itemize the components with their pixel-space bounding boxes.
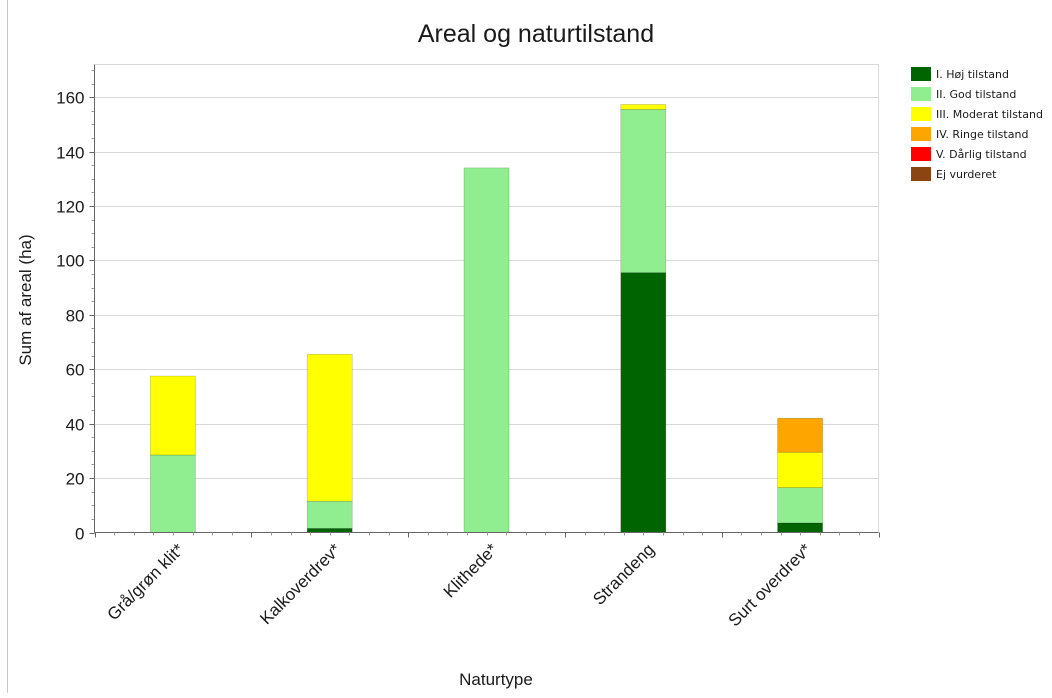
legend-swatch [911,87,931,101]
bar-segment [306,528,353,533]
bar-segment [150,375,196,456]
bar-segment [620,104,667,110]
x-tick-label: Surt overdrev* [725,540,816,631]
y-axis-label: Sum af areal (ha) [16,234,35,365]
bar-segment [150,454,196,533]
bar-segment [306,500,353,529]
x-tick-label: Grå/grøn klit* [103,540,188,625]
y-tick-label: 100 [56,252,84,271]
bar-segment [620,272,667,533]
bar-segment [620,109,667,273]
x-tick-labels: Grå/grøn klit* Kalkoverdrev* Klithede* Stra… [103,540,815,631]
legend-label: Ej vurderet [936,168,997,181]
y-tick-label: 60 [66,361,85,380]
bar-segment [306,353,353,502]
y-tick-label: 40 [66,416,85,435]
y-tick-label: 140 [56,144,84,163]
legend-swatch [911,107,931,121]
y-tick-label: 120 [56,198,84,217]
legend-swatch [911,67,931,81]
y-tick-label: 80 [66,307,85,326]
legend-label: IV. Ringe tilstand [936,128,1028,141]
bar-segment [463,167,510,533]
y-tick-labels: 0 20 40 60 80 100 120 140 160 [56,89,84,544]
y-tick-label: 20 [66,470,85,489]
bar-segment [777,487,823,524]
chart-title: Areal og naturtilstand [418,20,654,48]
legend-label: III. Moderat tilstand [936,108,1043,121]
legend-label: V. Dårlig tilstand [936,148,1027,161]
x-tick-label: Kalkoverdrev* [256,540,345,629]
legend: I. Høj tilstand II. God tilstand III. Mode… [911,67,1043,181]
legend-swatch [911,167,931,181]
x-axis-label: Naturtype [459,670,533,689]
axes-layer [89,64,880,538]
x-tick-label: Klithede* [440,540,502,602]
y-tick-label: 0 [75,525,84,544]
legend-label: I. Høj tilstand [936,68,1009,81]
bars-layer [150,104,823,533]
legend-swatch [911,147,931,161]
bar-segment [777,417,823,453]
x-tick-label: Strandeng [589,540,658,609]
legend-label: II. God tilstand [936,88,1016,101]
y-tick-label: 160 [56,89,84,108]
bar-segment [777,522,823,533]
legend-swatch [911,127,931,141]
bar-segment [777,451,823,488]
